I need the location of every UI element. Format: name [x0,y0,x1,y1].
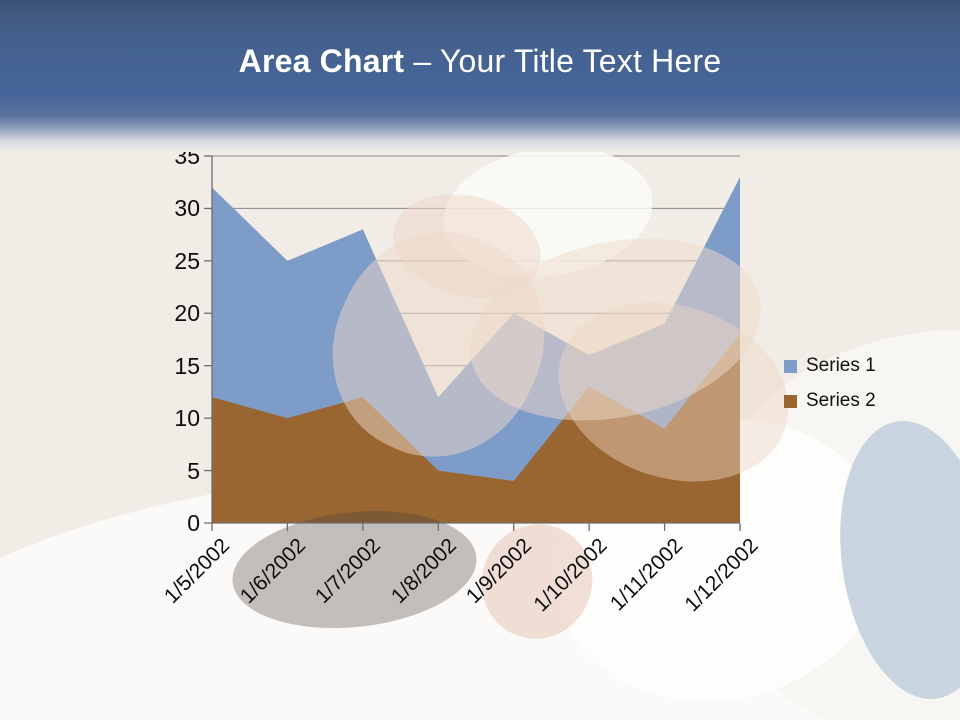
y-tick-label-0: 0 [187,510,200,536]
y-tick-label-10: 10 [174,405,200,432]
legend-item-2: Series 2 [784,391,876,411]
y-tick-label-30: 30 [174,195,200,222]
slide-title: Area Chart – Your Title Text Here [0,40,960,82]
chart-legend: Series 1 Series 2 [784,356,876,411]
legend-swatch-2 [784,394,797,408]
legend-label-1: Series 1 [806,355,876,376]
slide-header: Area Chart – Your Title Text Here [0,0,960,152]
slide-title-dash: – [413,43,432,79]
slide-title-rest: Your Title Text Here [439,43,722,79]
y-tick-label-25: 25 [174,247,200,274]
legend-swatch-1 [784,359,797,373]
y-tick-label-5: 5 [187,457,200,484]
y-tick-label-15: 15 [174,352,200,379]
slide-title-bold: Area Chart [238,43,405,79]
legend-label-2: Series 2 [806,390,876,411]
legend-item-1: Series 1 [784,356,876,376]
y-tick-label-20: 20 [174,300,200,327]
